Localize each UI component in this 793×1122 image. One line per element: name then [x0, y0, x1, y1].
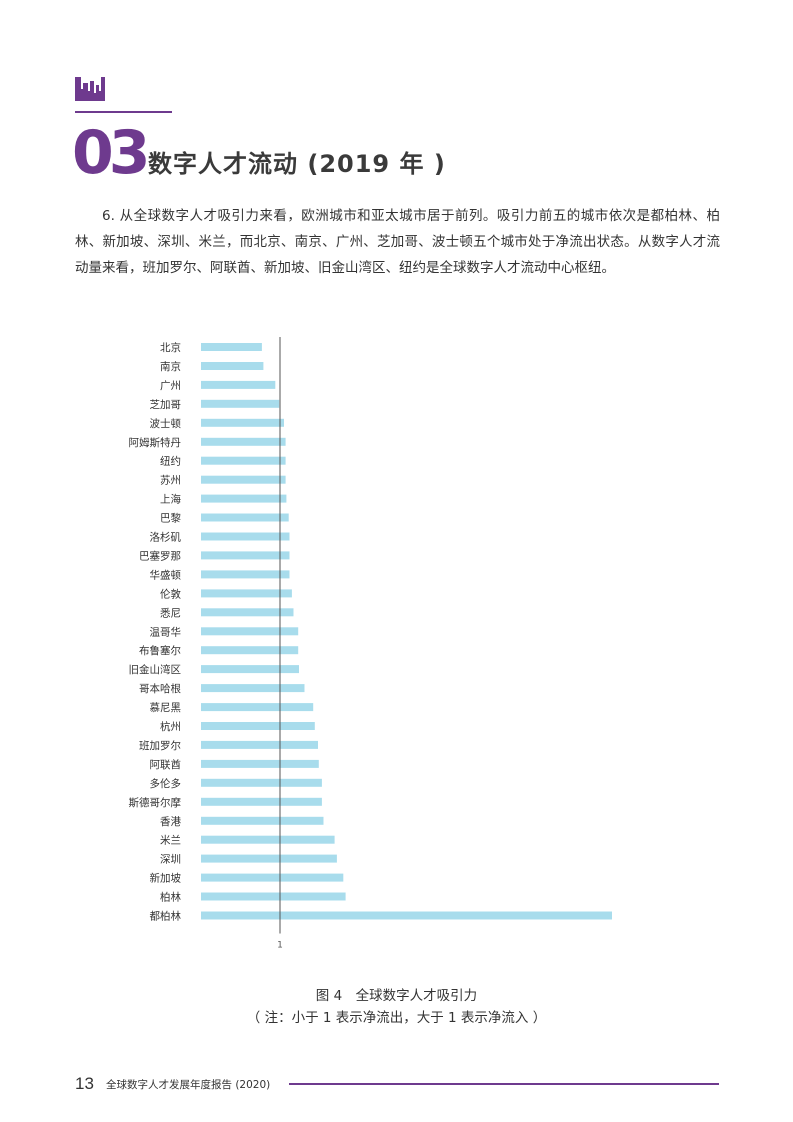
figure-note: （ 注：小于 1 表示净流出，大于 1 表示净流入 ）: [246, 1010, 547, 1026]
category-label: 斯德哥尔摩: [129, 796, 182, 809]
bar: [201, 418, 284, 427]
footer-report-title: 全球数字人才发展年度报告 (2020): [106, 1079, 271, 1091]
bar: [201, 343, 262, 351]
bar: [201, 532, 290, 541]
bar: [201, 778, 322, 787]
category-label: 华盛顿: [150, 568, 182, 581]
page-number: 13: [75, 1074, 94, 1093]
bar: [201, 362, 264, 370]
bar: [201, 646, 299, 655]
bar: [201, 797, 322, 806]
bar: [201, 551, 290, 560]
bar: [201, 854, 337, 863]
bar: [201, 589, 292, 598]
category-label: 都柏林: [150, 910, 182, 923]
bar: [201, 456, 286, 465]
bar: [201, 703, 314, 712]
category-label: 深圳: [160, 854, 181, 866]
category-label: 纽约: [160, 455, 181, 468]
body-paragraph: 6. 从全球数字人才吸引力来看，欧洲城市和亚太城市居于前列。吸引力前五的城市依次…: [75, 208, 720, 276]
bar: [201, 816, 324, 825]
category-label: 伦敦: [160, 587, 181, 600]
category-label: 慕尼黑: [150, 701, 182, 714]
category-label: 波士顿: [150, 417, 182, 430]
category-label: 新加坡: [150, 872, 182, 885]
bar: [201, 570, 290, 579]
category-label: 苏州: [160, 474, 181, 487]
category-label: 温哥华: [150, 625, 182, 638]
category-label: 班加罗尔: [139, 739, 181, 752]
bar: [201, 494, 287, 503]
footer-rule: [289, 1083, 719, 1085]
x-tick-label: 1: [277, 941, 283, 951]
category-label: 米兰: [160, 834, 181, 847]
bar: [201, 722, 315, 730]
category-label: 巴黎: [160, 512, 181, 525]
bar: [201, 740, 318, 749]
category-label: 巴塞罗那: [139, 549, 181, 562]
city-skyline-icon: [75, 77, 105, 101]
bar: [201, 475, 286, 484]
attraction-bar-chart: 北京南京广州芝加哥波士顿阿姆斯特丹纽约苏州上海巴黎洛杉矶巴塞罗那华盛顿伦敦悉尼温…: [129, 337, 612, 951]
category-label: 布鲁塞尔: [139, 644, 181, 657]
section-title: 数字人才流动 (2019 年 ): [148, 150, 446, 178]
bar: [201, 835, 335, 844]
bar: [201, 665, 299, 674]
category-label: 多伦多: [150, 777, 182, 790]
bar: [201, 911, 612, 920]
bar: [201, 513, 289, 522]
bar: [201, 399, 280, 408]
category-label: 芝加哥: [150, 398, 182, 411]
category-label: 南京: [160, 360, 181, 373]
category-label: 上海: [160, 493, 181, 506]
category-label: 广州: [160, 380, 181, 392]
bar: [201, 873, 344, 882]
category-label: 洛杉矶: [150, 531, 182, 544]
bar: [201, 892, 346, 901]
bar: [201, 380, 276, 389]
category-label: 悉尼: [160, 607, 181, 619]
figure-title: 图 4 全球数字人才吸引力: [315, 988, 478, 1004]
category-label: 阿联酋: [150, 758, 182, 771]
category-label: 柏林: [160, 891, 181, 904]
category-label: 香港: [160, 816, 181, 828]
category-label: 阿姆斯特丹: [129, 436, 182, 449]
category-label: 北京: [160, 341, 181, 354]
category-label: 旧金山湾区: [129, 663, 182, 676]
bar: [201, 759, 319, 768]
bar: [201, 627, 299, 636]
header-rule: [75, 111, 172, 113]
bar: [201, 437, 286, 446]
category-label: 杭州: [160, 720, 181, 733]
section-number: 03: [72, 118, 150, 188]
category-label: 哥本哈根: [139, 682, 181, 695]
bar: [201, 684, 305, 693]
bar: [201, 608, 294, 617]
